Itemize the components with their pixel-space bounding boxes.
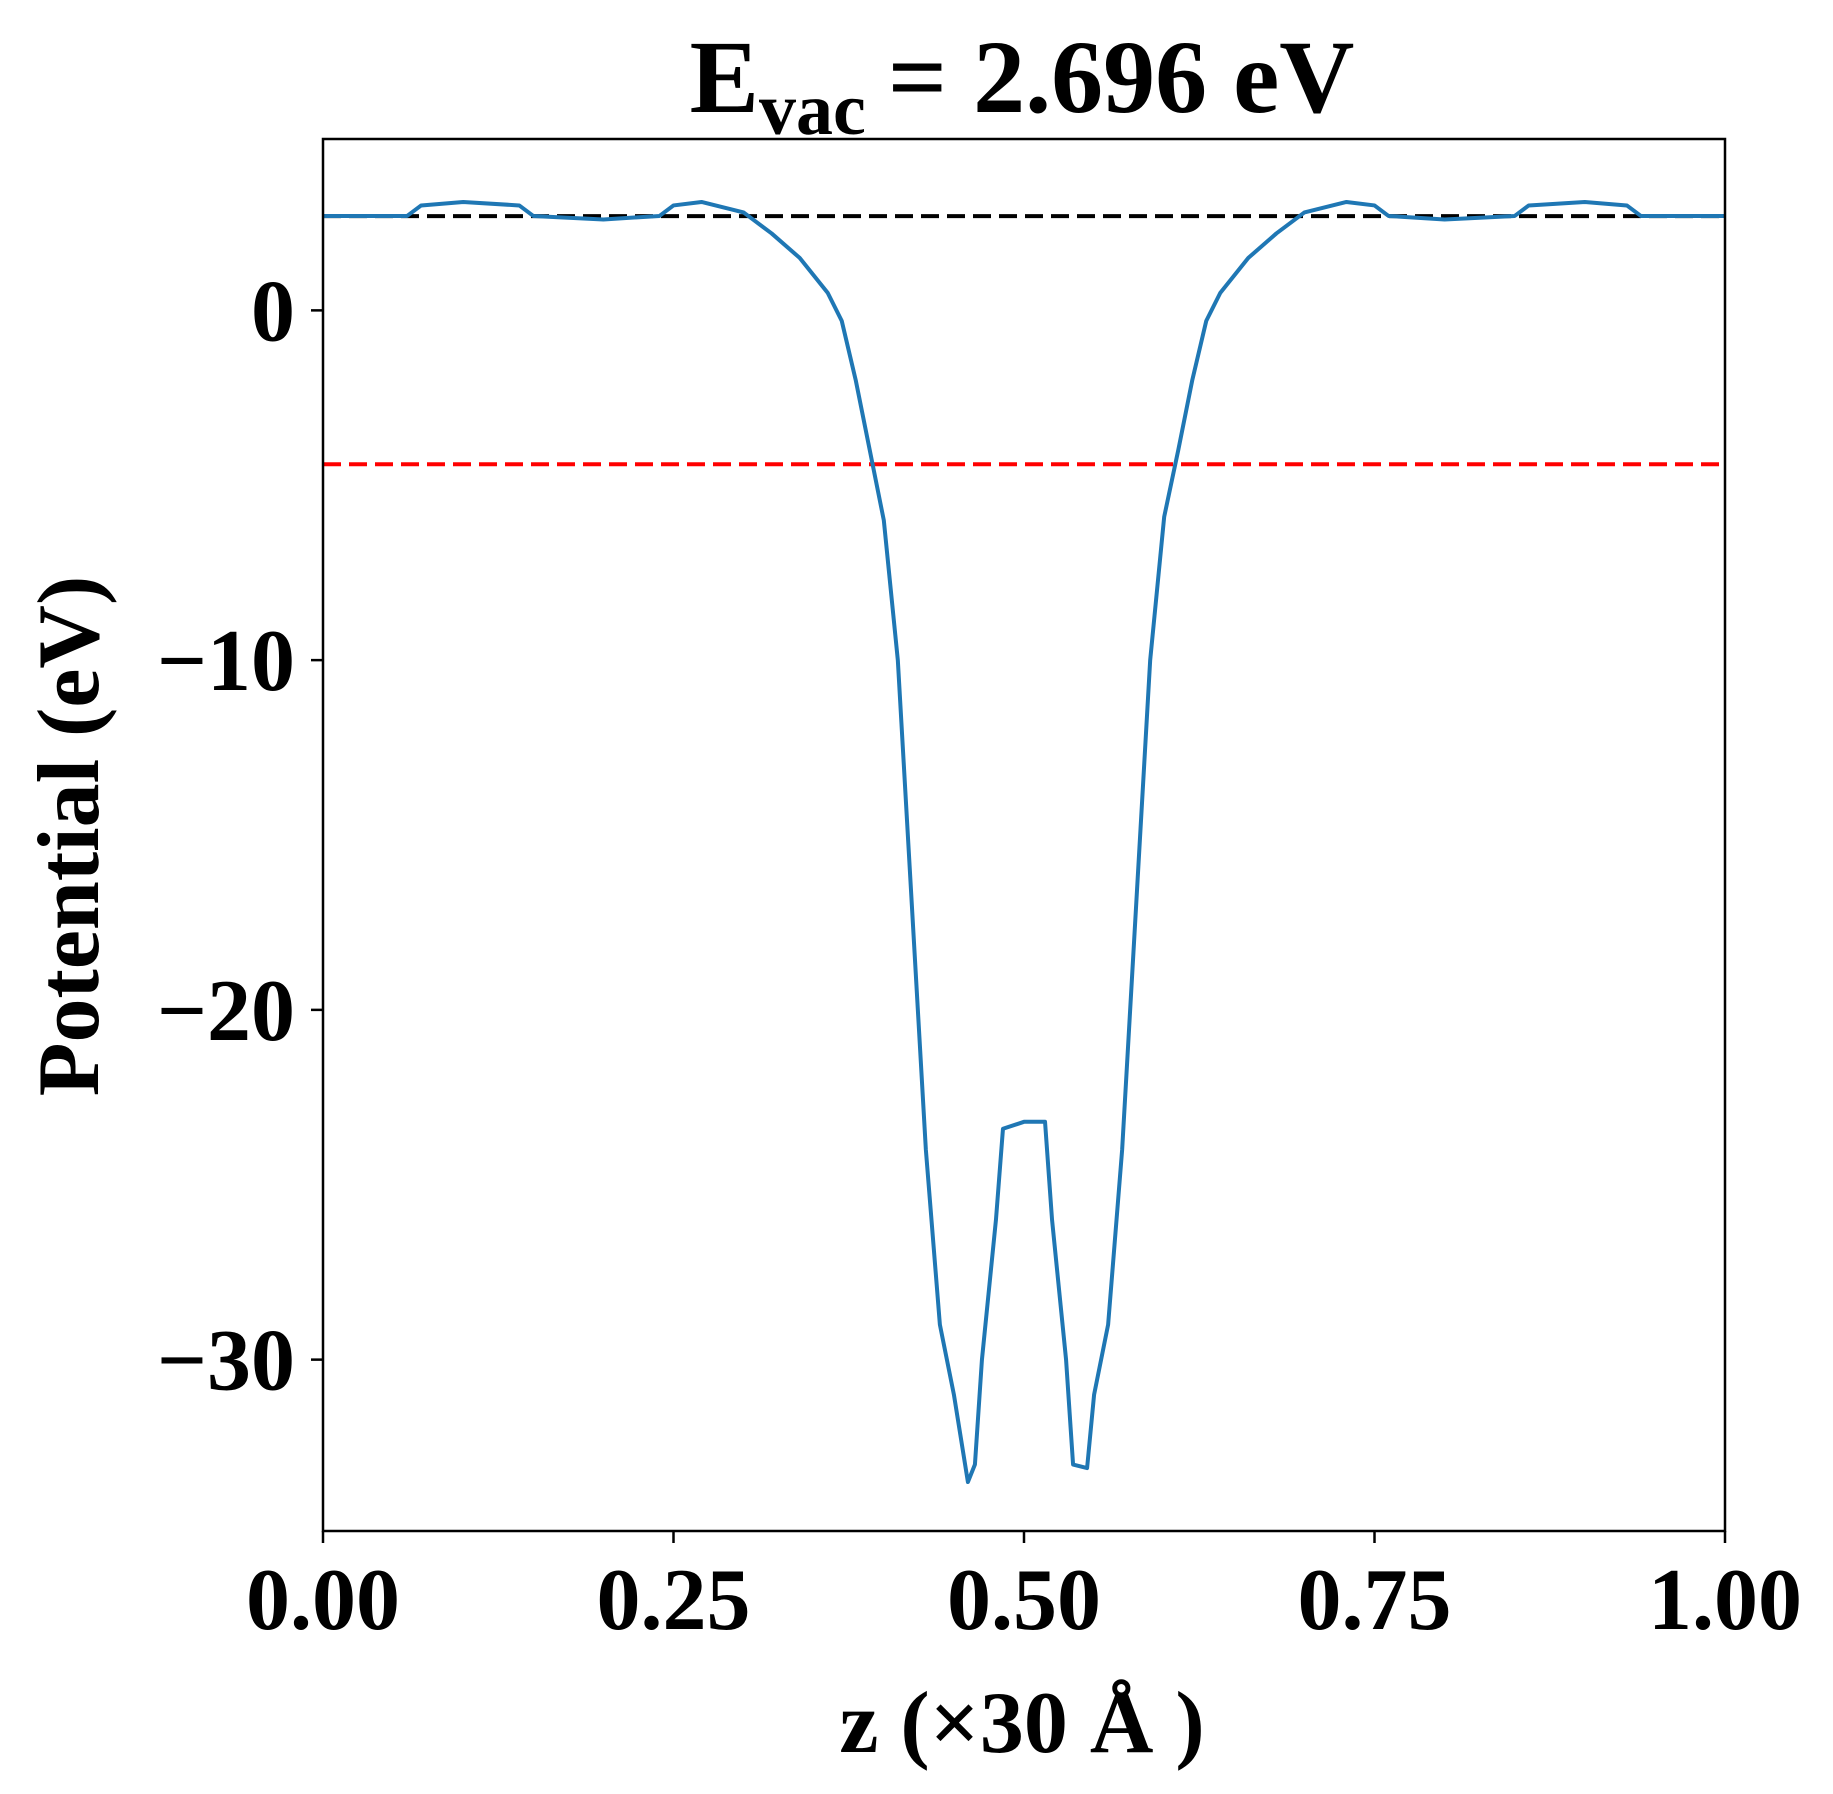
title-rest: = 2.696 eV (888, 20, 1355, 135)
y-tick-label: −10 (157, 613, 295, 710)
y-tick-label: −20 (157, 963, 295, 1060)
y-axis-label: Potential (eV) (21, 576, 118, 1096)
plot-frame (321, 137, 1727, 1533)
x-tick-label: 1.00 (1648, 1552, 1802, 1649)
data-line (323, 199, 1725, 1485)
y-tick-label: 0 (251, 263, 295, 360)
x-axis-label: z (×30 Å ) (839, 1675, 1204, 1772)
x-tick-label: 0.75 (1298, 1552, 1452, 1649)
x-tick-label: 0.00 (246, 1552, 400, 1649)
x-tick-label: 0.25 (597, 1552, 751, 1649)
y-tick-label: −30 (157, 1313, 295, 1410)
title-sub: vac (759, 69, 866, 151)
title-main: E (690, 20, 759, 135)
x-tick-label: 0.50 (947, 1552, 1101, 1649)
chart-title: Evac = 2.696 eV (690, 20, 1355, 151)
